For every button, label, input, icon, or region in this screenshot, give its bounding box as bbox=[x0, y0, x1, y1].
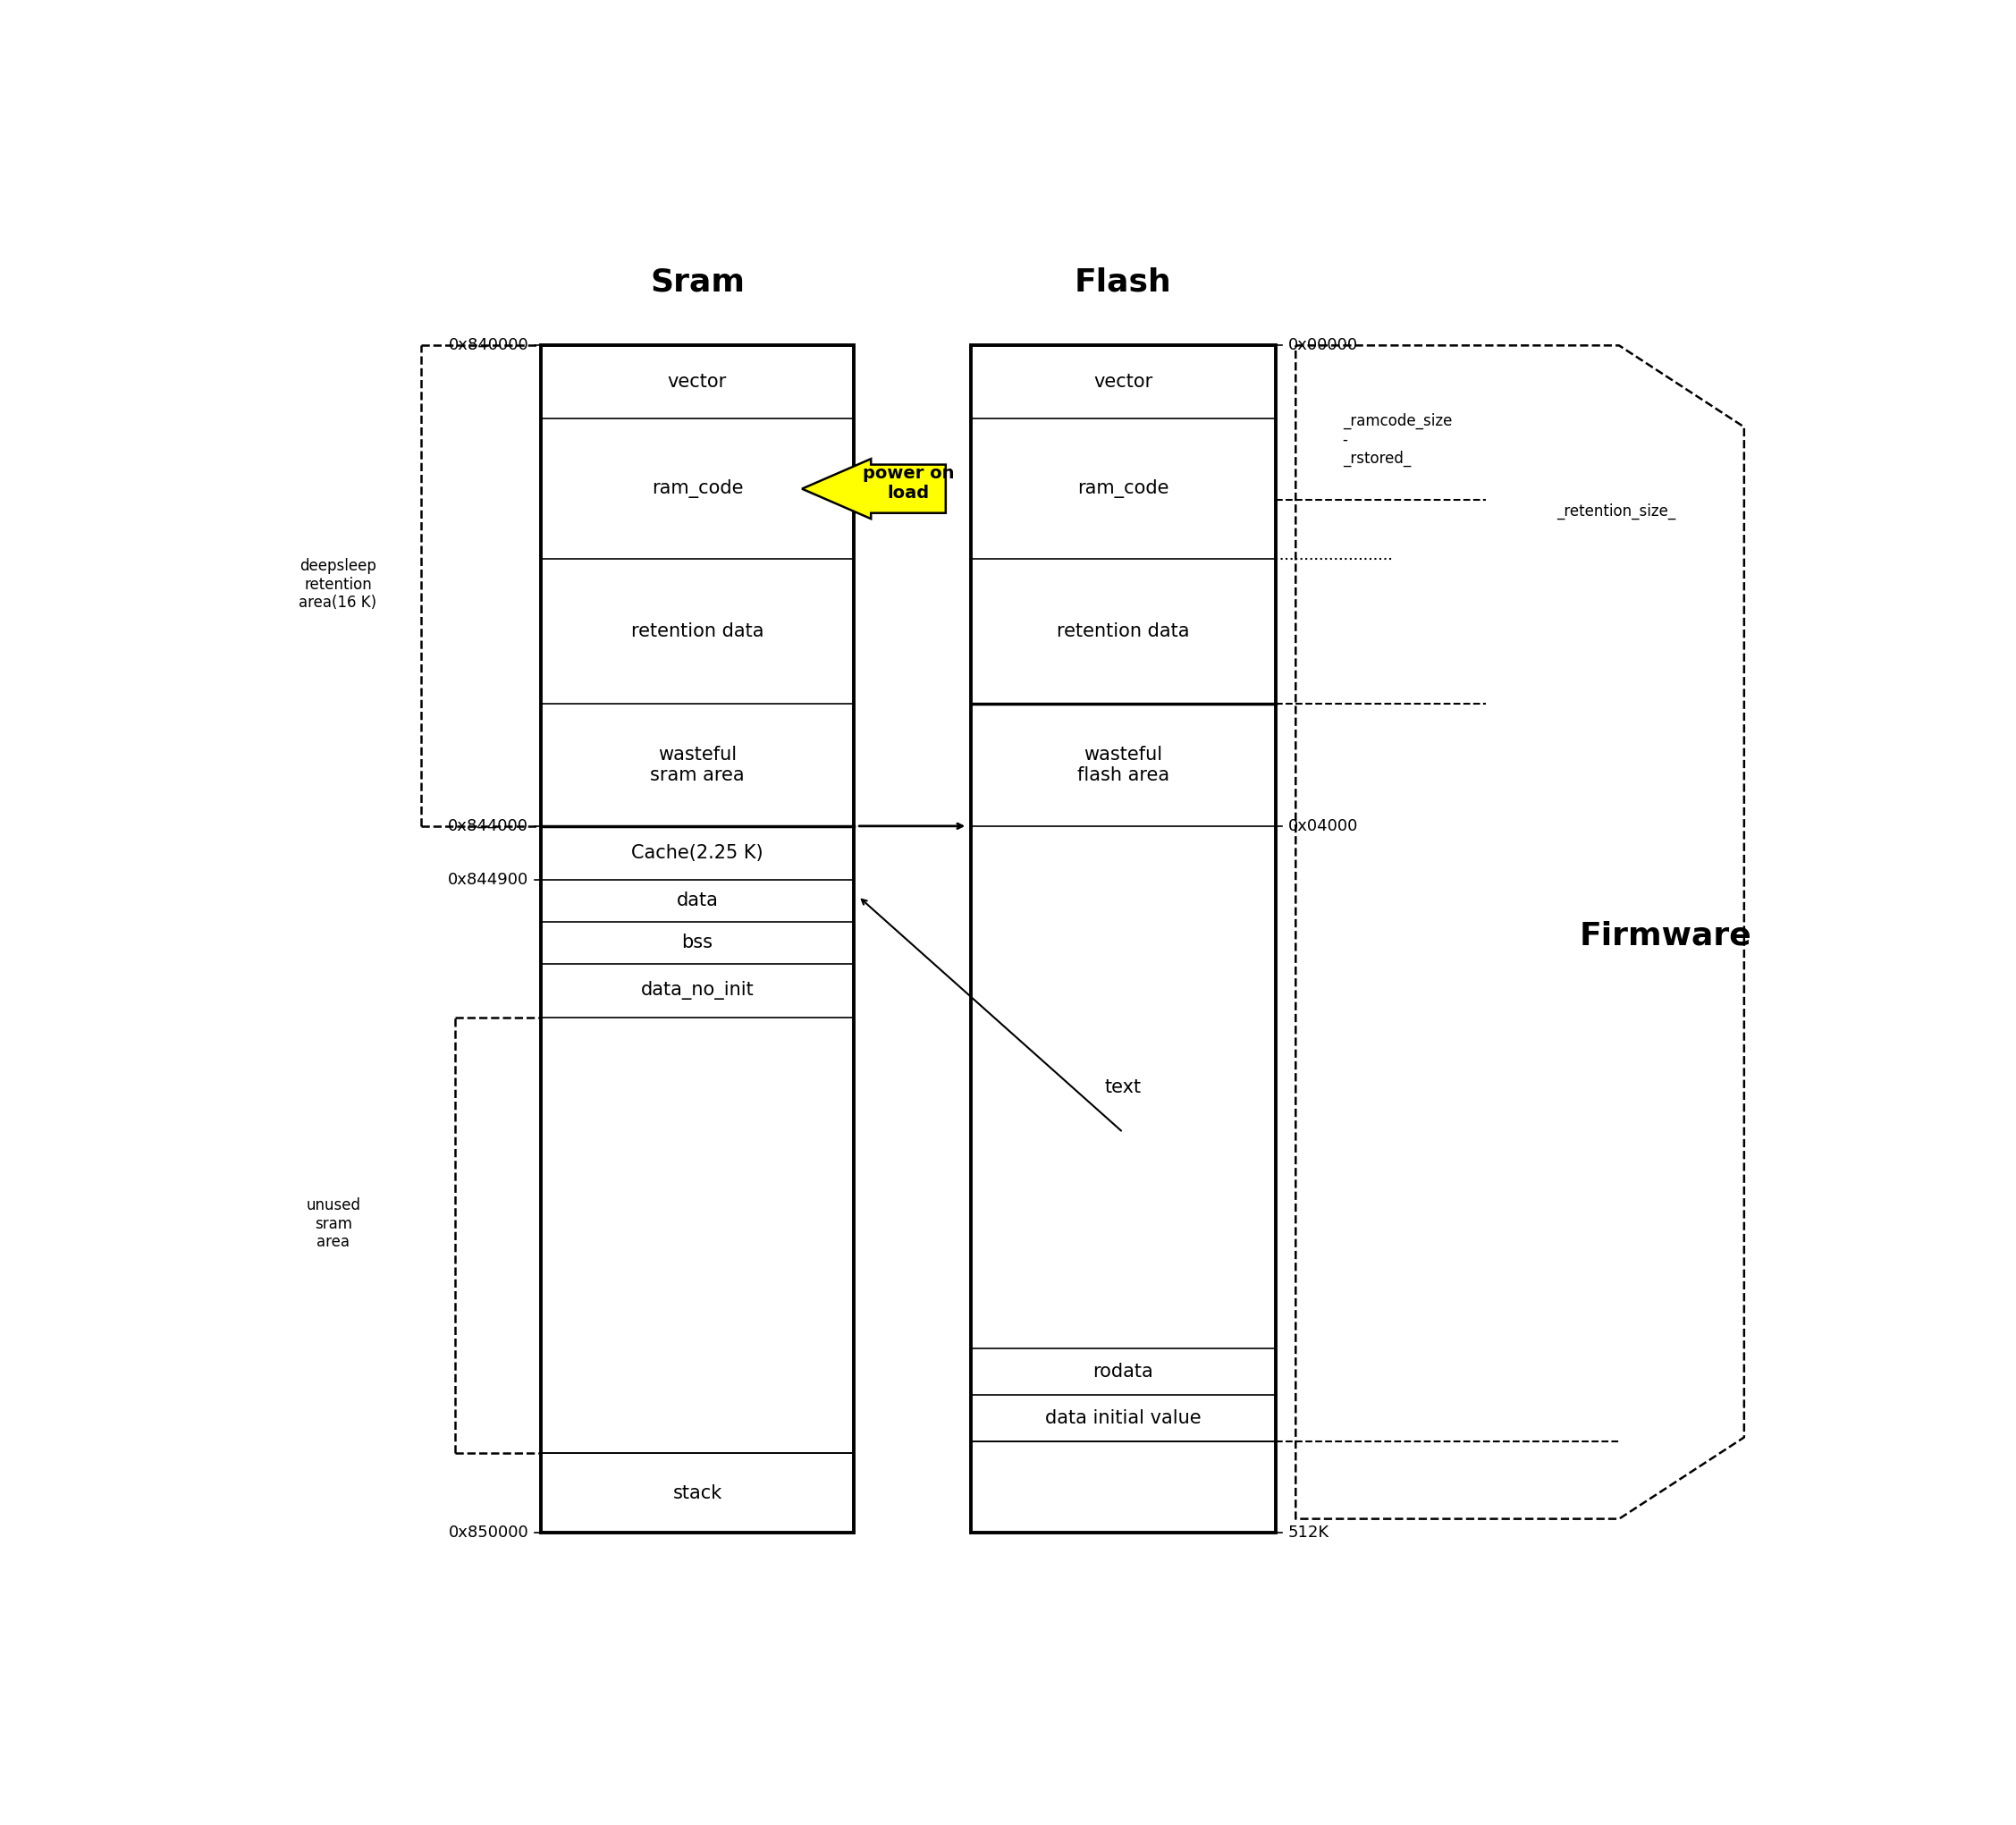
Text: Firmware: Firmware bbox=[1581, 920, 1752, 951]
Polygon shape bbox=[802, 458, 946, 518]
Text: _ramcode_size
-
_rstored_: _ramcode_size - _rstored_ bbox=[1343, 412, 1452, 467]
Bar bbox=[972, 345, 1276, 1533]
Text: 0x04000: 0x04000 bbox=[1288, 818, 1359, 834]
Text: 0x840000: 0x840000 bbox=[448, 338, 528, 354]
Text: vector: vector bbox=[667, 372, 728, 391]
Text: stack: stack bbox=[673, 1484, 722, 1502]
Text: data: data bbox=[675, 892, 718, 909]
Text: Flash: Flash bbox=[1075, 266, 1171, 297]
Bar bbox=[540, 345, 853, 1533]
Text: 512K: 512K bbox=[1288, 1526, 1329, 1540]
Text: 0x850000: 0x850000 bbox=[448, 1526, 528, 1540]
Text: data_no_init: data_no_init bbox=[641, 982, 754, 1000]
Text: data initial value: data initial value bbox=[1044, 1409, 1202, 1427]
Text: deepsleep
retention
area(16 K): deepsleep retention area(16 K) bbox=[298, 558, 377, 611]
Text: Cache(2.25 K): Cache(2.25 K) bbox=[631, 843, 764, 861]
Text: retention data: retention data bbox=[1056, 622, 1189, 641]
Text: wasteful
sram area: wasteful sram area bbox=[649, 746, 744, 785]
Text: _retention_size_: _retention_size_ bbox=[1556, 504, 1675, 520]
Text: bss: bss bbox=[681, 934, 714, 951]
Text: retention data: retention data bbox=[631, 622, 764, 641]
Text: wasteful
flash area: wasteful flash area bbox=[1077, 746, 1169, 785]
Text: rodata: rodata bbox=[1093, 1363, 1153, 1382]
Text: vector: vector bbox=[1093, 372, 1153, 391]
Text: 0x844000: 0x844000 bbox=[448, 818, 528, 834]
Text: 0x844900: 0x844900 bbox=[448, 871, 528, 887]
Text: ram_code: ram_code bbox=[1077, 480, 1169, 498]
Text: power on
load: power on load bbox=[863, 465, 954, 502]
Text: unused
sram
area: unused sram area bbox=[306, 1197, 361, 1250]
Text: Sram: Sram bbox=[649, 266, 744, 297]
Text: text: text bbox=[1105, 1079, 1141, 1097]
Text: 0x00000: 0x00000 bbox=[1288, 338, 1357, 354]
Text: ram_code: ram_code bbox=[651, 480, 744, 498]
